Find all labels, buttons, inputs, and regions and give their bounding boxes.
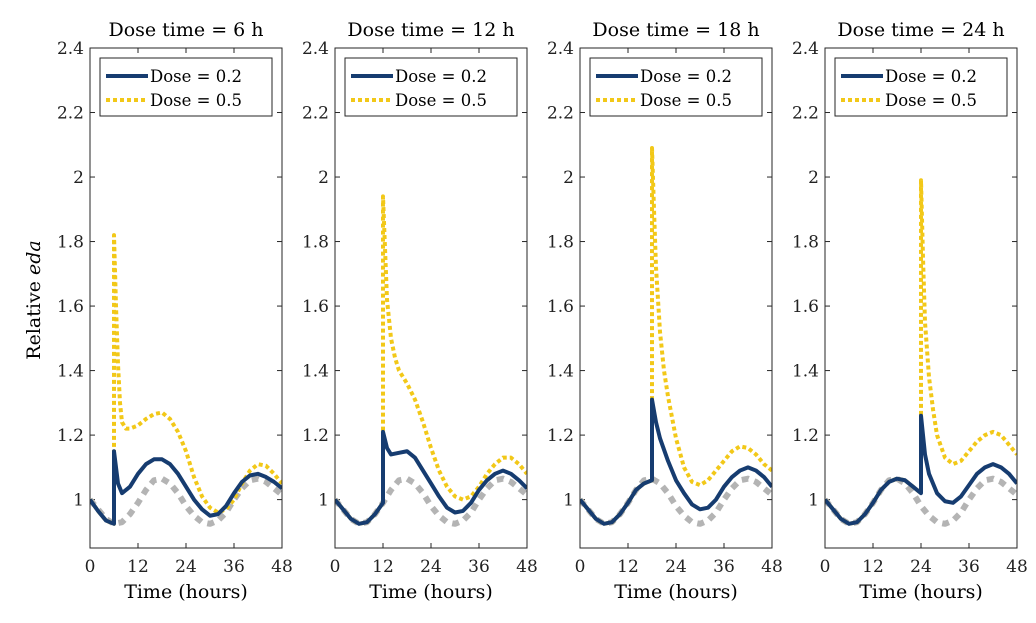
y-tick-label: 1.2 <box>792 426 819 446</box>
x-tick-label: 24 <box>910 557 932 577</box>
y-tick-label: 2.2 <box>547 104 574 124</box>
y-tick-label: 1.6 <box>792 297 819 317</box>
x-tick-label: 48 <box>271 557 293 577</box>
y-axis-label: Relative eda <box>23 240 45 359</box>
panel-title: Dose time = 12 h <box>347 19 514 41</box>
y-tick-label: 1.6 <box>57 297 84 317</box>
x-tick-label: 0 <box>820 557 831 577</box>
panel-title: Dose time = 18 h <box>592 19 759 41</box>
y-tick-label: 2.4 <box>57 39 84 59</box>
legend-label: Dose = 0.5 <box>885 91 977 110</box>
y-tick-label: 1.8 <box>547 233 574 253</box>
y-tick-label: 1.4 <box>302 362 329 382</box>
legend-label: Dose = 0.5 <box>395 91 487 110</box>
y-tick-label: 1.2 <box>57 426 84 446</box>
x-tick-label: 24 <box>665 557 687 577</box>
legend: Dose = 0.2 Dose = 0.5 <box>344 57 518 117</box>
x-tick-label: 24 <box>420 557 442 577</box>
plot-frame <box>579 47 773 549</box>
plot-frame <box>89 47 283 549</box>
legend-label: Dose = 0.2 <box>150 67 242 86</box>
x-tick-label: 12 <box>372 557 394 577</box>
x-axis-label: Time (hours) <box>124 581 248 603</box>
x-tick-label: 48 <box>516 557 538 577</box>
x-axis-label: Time (hours) <box>859 581 983 603</box>
legend: Dose = 0.2 Dose = 0.5 <box>834 57 1008 117</box>
y-axis-label-prefix: Relative <box>23 275 45 360</box>
panel-2: Dose time = 12 h 0 12 24 36 48 1 1.2 1.4 1.6 1.8 2 2… <box>302 19 538 603</box>
x-tick-label: 12 <box>127 557 149 577</box>
series-dose-0-2 <box>825 413 1017 526</box>
y-tick-label: 1 <box>808 491 819 511</box>
y-tick-label: 1.8 <box>57 233 84 253</box>
y-tick-label: 1.4 <box>547 362 574 382</box>
x-axis-label: Time (hours) <box>614 581 738 603</box>
legend-label: Dose = 0.2 <box>395 67 487 86</box>
panel-3: Dose time = 18 h 0 12 24 36 48 1 1.2 1.4 1.6 1.8 2 2… <box>547 19 783 603</box>
series-baseline <box>580 475 772 527</box>
panel-4: Dose time = 24 h 0 12 24 36 48 1 1.2 1.4 1.6 1.8 2 2… <box>792 19 1028 603</box>
y-tick-label: 2 <box>563 168 574 188</box>
y-tick-label: 1.4 <box>792 362 819 382</box>
series-dose-0-2 <box>580 397 772 526</box>
legend-box <box>834 57 1008 117</box>
x-tick-label: 24 <box>175 557 197 577</box>
y-tick-label: 1 <box>73 491 84 511</box>
x-tick-label: 12 <box>862 557 884 577</box>
legend: Dose = 0.2 Dose = 0.5 <box>99 57 273 117</box>
series-baseline <box>90 475 282 527</box>
y-tick-label: 1.6 <box>547 297 574 317</box>
y-tick-label: 1 <box>318 491 329 511</box>
y-tick-label: 2 <box>73 168 84 188</box>
panel-title: Dose time = 6 h <box>108 19 263 41</box>
legend-label: Dose = 0.5 <box>150 91 242 110</box>
y-tick-label: 1.8 <box>302 233 329 253</box>
legend-box <box>589 57 763 117</box>
x-tick-label: 48 <box>1006 557 1028 577</box>
legend-label: Dose = 0.2 <box>885 67 977 86</box>
x-tick-label: 36 <box>468 557 490 577</box>
y-tick-label: 2.2 <box>57 104 84 124</box>
x-tick-label: 36 <box>958 557 980 577</box>
legend-label: Dose = 0.5 <box>640 91 732 110</box>
series-dose-0-2 <box>90 449 282 526</box>
y-tick-label: 2.2 <box>792 104 819 124</box>
legend-label: Dose = 0.2 <box>640 67 732 86</box>
y-tick-label: 1.2 <box>302 426 329 446</box>
y-tick-label: 1.2 <box>547 426 574 446</box>
panels: Dose time = 6 h0 12 24 36 4811.21.41.61.822.… <box>57 19 1028 603</box>
legend-box <box>99 57 273 117</box>
x-tick-label: 0 <box>85 557 96 577</box>
panel-title: Dose time = 24 h <box>837 19 1004 41</box>
y-tick-label: 1 <box>563 491 574 511</box>
series-dose-0-5 <box>335 194 527 526</box>
x-tick-label: 0 <box>330 557 341 577</box>
x-tick-label: 12 <box>617 557 639 577</box>
y-tick-label: 1.8 <box>792 233 819 253</box>
panel-1: Dose time = 6 h 0 12 24 36 48 1 1.2 1.4 1.6 1.8 2 2.… <box>57 19 293 603</box>
y-tick-label: 2.4 <box>302 39 329 59</box>
plot-frame <box>334 47 528 549</box>
x-tick-label: 48 <box>761 557 783 577</box>
legend-box <box>344 57 518 117</box>
series-dose-0-2 <box>335 429 527 526</box>
x-tick-label: 0 <box>575 557 586 577</box>
y-tick-label: 2.4 <box>792 39 819 59</box>
y-tick-label: 1.4 <box>57 362 84 382</box>
plot-frame <box>824 47 1018 549</box>
x-tick-label: 36 <box>223 557 245 577</box>
y-tick-label: 1.6 <box>302 297 329 317</box>
y-tick-label: 2 <box>808 168 819 188</box>
y-tick-label: 2.2 <box>302 104 329 124</box>
legend: Dose = 0.2 Dose = 0.5 <box>589 57 763 117</box>
x-tick-label: 36 <box>713 557 735 577</box>
y-axis-label-italic: eda <box>23 240 45 275</box>
y-tick-label: 2.4 <box>547 39 574 59</box>
x-axis-label: Time (hours) <box>369 581 493 603</box>
y-tick-label: 2 <box>318 168 329 188</box>
